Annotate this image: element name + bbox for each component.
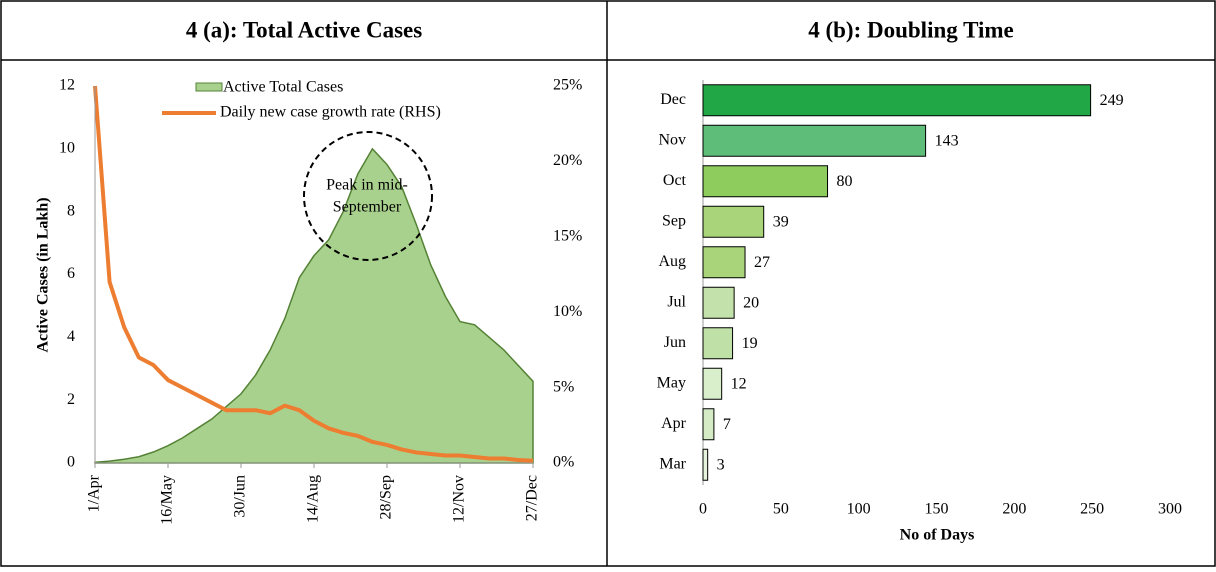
line [93, 85, 534, 463]
y-tick-label: 0 [67, 454, 75, 471]
data-label: 20 [743, 294, 759, 311]
y-tick-label: 8 [67, 202, 75, 219]
y-tick-label: 4 [67, 328, 75, 345]
y2-tick-label: 15% [553, 227, 582, 244]
x-tick-label: 27/Dec [524, 475, 541, 521]
bar [702, 246, 746, 279]
legend-swatch [195, 82, 223, 92]
y-tick-label: Apr [661, 415, 687, 432]
y-tick-label: 6 [67, 265, 75, 282]
y-tick-label: 2 [67, 391, 75, 408]
y2-tick-label: 25% [553, 77, 582, 94]
x-tick-label: 14/Aug [305, 475, 322, 523]
y-tick-label: Jun [664, 334, 686, 351]
y-tick-label: Jul [667, 293, 686, 310]
bar [702, 367, 723, 400]
legend-label: Active Total Cases [223, 79, 343, 96]
data-label: 3 [717, 456, 725, 473]
y-tick-label: 10 [59, 140, 75, 157]
annotation: September [333, 199, 402, 216]
chart-title: 4 (b): Doubling Time [808, 17, 1014, 42]
data-label: 249 [1100, 92, 1124, 109]
y-tick-label: Aug [658, 253, 686, 270]
x-tick-label: 0 [699, 501, 707, 518]
y-tick-label: 12 [59, 77, 75, 94]
data-label: 39 [773, 213, 789, 230]
x-tick-label: 28/Sep [378, 475, 395, 519]
x-tick-label: 300 [1158, 501, 1182, 518]
x-tick-label: 1/Apr [86, 474, 103, 512]
x-tick-label: 250 [1080, 501, 1104, 518]
bar [702, 408, 715, 441]
y2-tick-label: 0% [553, 454, 574, 471]
area [94, 147, 534, 464]
y2-tick-label: 5% [553, 378, 574, 395]
bar [702, 205, 765, 238]
x-tick-label: 50 [773, 501, 789, 518]
annotation: Peak in mid- [326, 177, 408, 194]
legend-label: Daily new case growth rate (RHS) [220, 104, 441, 121]
data-label: 12 [731, 375, 747, 392]
x-tick-label: 16/May [159, 475, 176, 525]
data-label: 27 [754, 254, 770, 271]
chart-title: 4 (a): Total Active Cases [186, 17, 422, 42]
y-axis-label: Active Cases (in Lakh) [35, 197, 52, 352]
x-tick-label: 30/Jun [232, 475, 249, 518]
y2-tick-label: 10% [553, 303, 582, 320]
x-tick-label: 12/Nov [451, 475, 468, 523]
data-label: 19 [742, 335, 758, 352]
x-tick-label: 200 [1002, 501, 1026, 518]
bar [702, 84, 1092, 117]
data-label: 80 [837, 173, 853, 190]
y2-tick-label: 20% [553, 152, 582, 169]
data-label: 7 [723, 416, 731, 433]
data-label: 143 [935, 132, 959, 149]
bar [702, 327, 734, 360]
x-tick-label: 150 [925, 501, 949, 518]
x-axis-label: No of Days [900, 527, 975, 544]
y-tick-label: May [657, 374, 686, 391]
y-tick-label: Mar [659, 455, 686, 472]
y-tick-label: Dec [660, 91, 686, 108]
bar [702, 165, 829, 198]
bar [702, 286, 735, 319]
y-tick-label: Nov [658, 131, 686, 148]
y-tick-label: Oct [663, 172, 687, 189]
bar [702, 124, 927, 157]
annotation-circle [303, 131, 433, 261]
x-tick-label: 100 [847, 501, 871, 518]
bar [702, 448, 709, 481]
y-tick-label: Sep [662, 212, 686, 229]
